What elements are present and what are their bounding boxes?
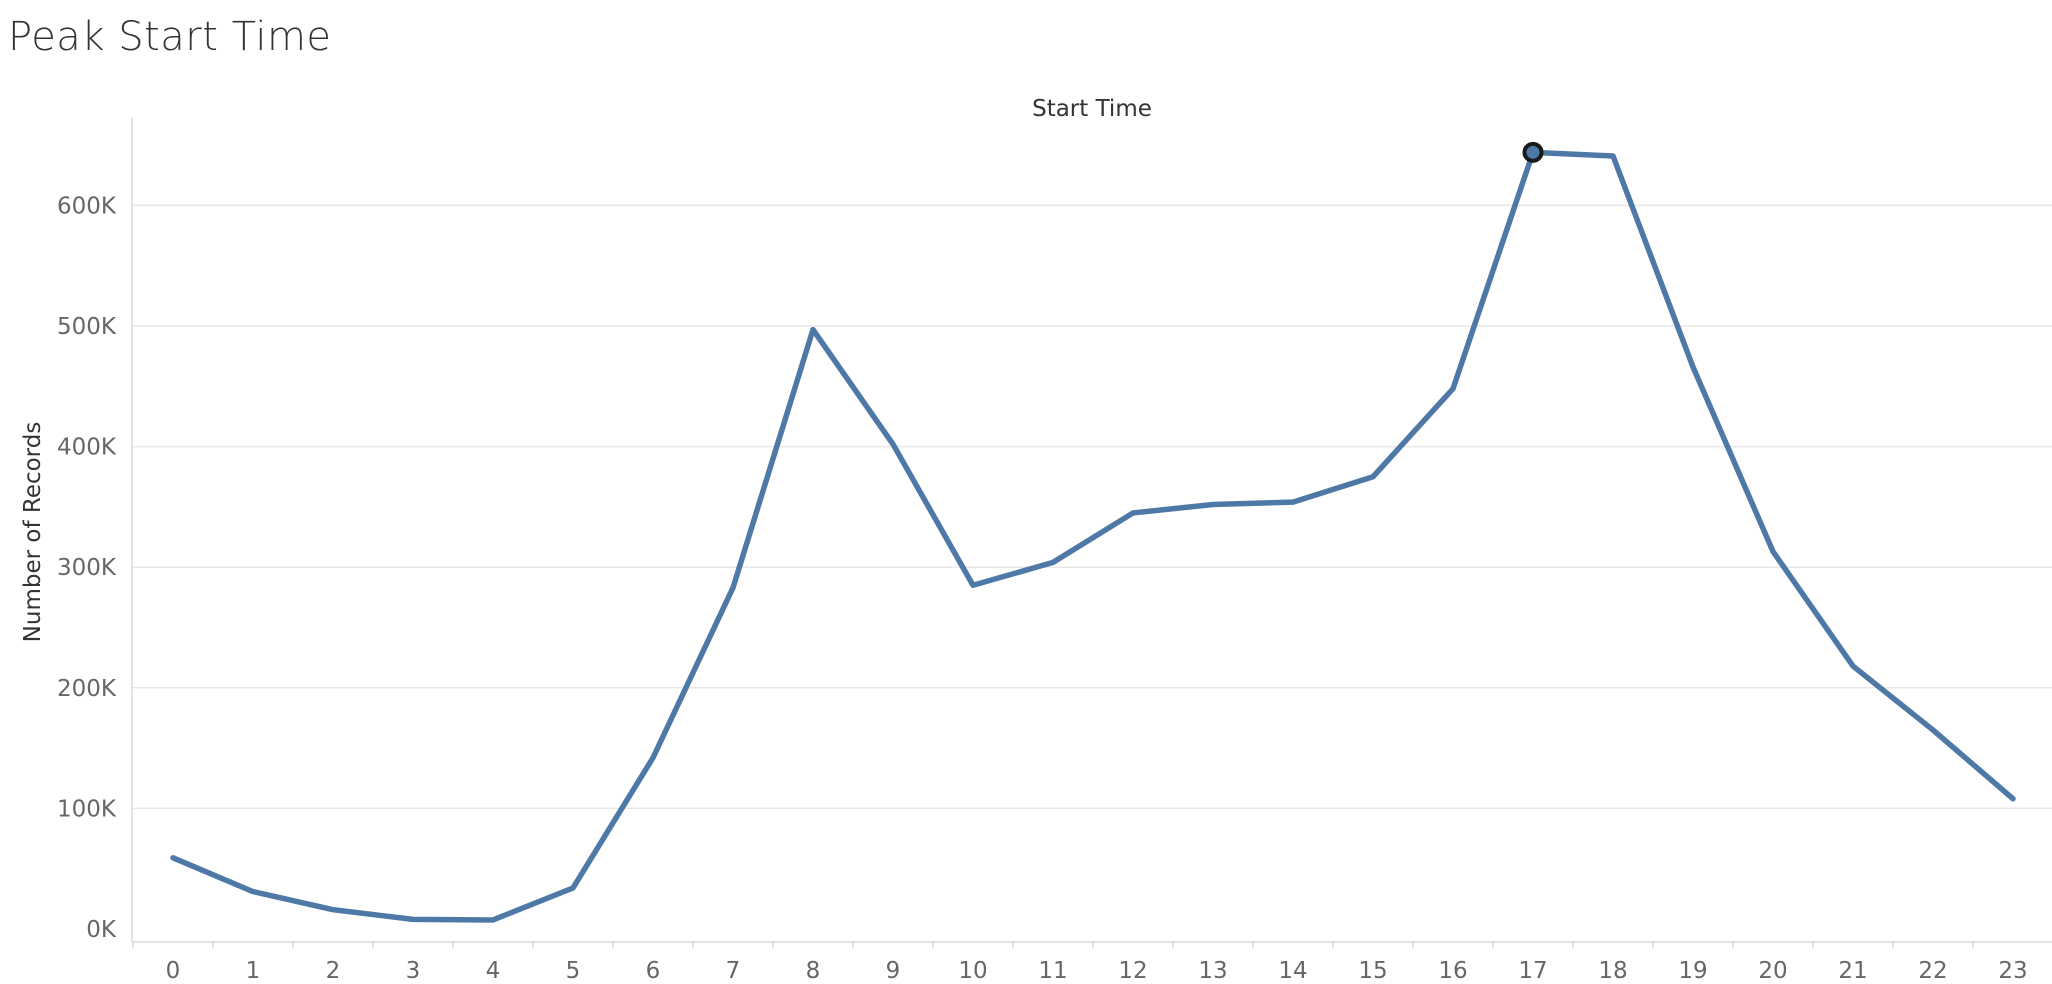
y-tick-label: 600K [57, 193, 117, 219]
x-tick-label: 21 [1838, 958, 1867, 984]
y-tick-label: 0K [86, 917, 117, 943]
y-tick-label: 300K [57, 555, 117, 581]
x-tick-label: 13 [1198, 958, 1227, 984]
x-tick-label: 10 [958, 958, 987, 984]
y-tick-label: 100K [57, 796, 117, 822]
x-tick-label: 23 [1998, 958, 2027, 984]
x-tick-label: 11 [1038, 958, 1067, 984]
x-tick-label: 17 [1518, 958, 1547, 984]
x-tick-label: 8 [806, 958, 821, 984]
x-tick-label: 16 [1438, 958, 1467, 984]
x-tick-label: 12 [1118, 958, 1147, 984]
x-tick-label: 7 [726, 958, 741, 984]
y-tick-label: 500K [57, 314, 117, 340]
x-tick-label: 2 [326, 958, 341, 984]
axes [131, 118, 2052, 948]
chart-title: Start Time [1032, 96, 1152, 122]
series-line [170, 149, 2016, 923]
page-title: Peak Start Time [8, 14, 332, 60]
x-tick-label: 6 [646, 958, 661, 984]
x-tick-label: 14 [1278, 958, 1307, 984]
x-tick-label: 18 [1598, 958, 1627, 984]
x-tick-label: 3 [406, 958, 421, 984]
y-tick-label: 200K [57, 676, 117, 702]
x-tick-label: 4 [486, 958, 501, 984]
y-axis-title: Number of Records [20, 422, 46, 643]
highlighted-data-point[interactable] [1522, 141, 1544, 163]
x-tick-label: 9 [886, 958, 901, 984]
gridlines [132, 204, 2052, 810]
x-tick-label: 15 [1358, 958, 1387, 984]
x-tick-label: 1 [246, 958, 261, 984]
y-tick-label: 400K [57, 435, 117, 461]
x-tick-label: 5 [566, 958, 581, 984]
x-tick-label: 19 [1678, 958, 1707, 984]
x-tick-label: 22 [1918, 958, 1947, 984]
x-tick-label: 0 [166, 958, 181, 984]
series-layer [170, 141, 2016, 923]
x-tick-label: 20 [1758, 958, 1787, 984]
